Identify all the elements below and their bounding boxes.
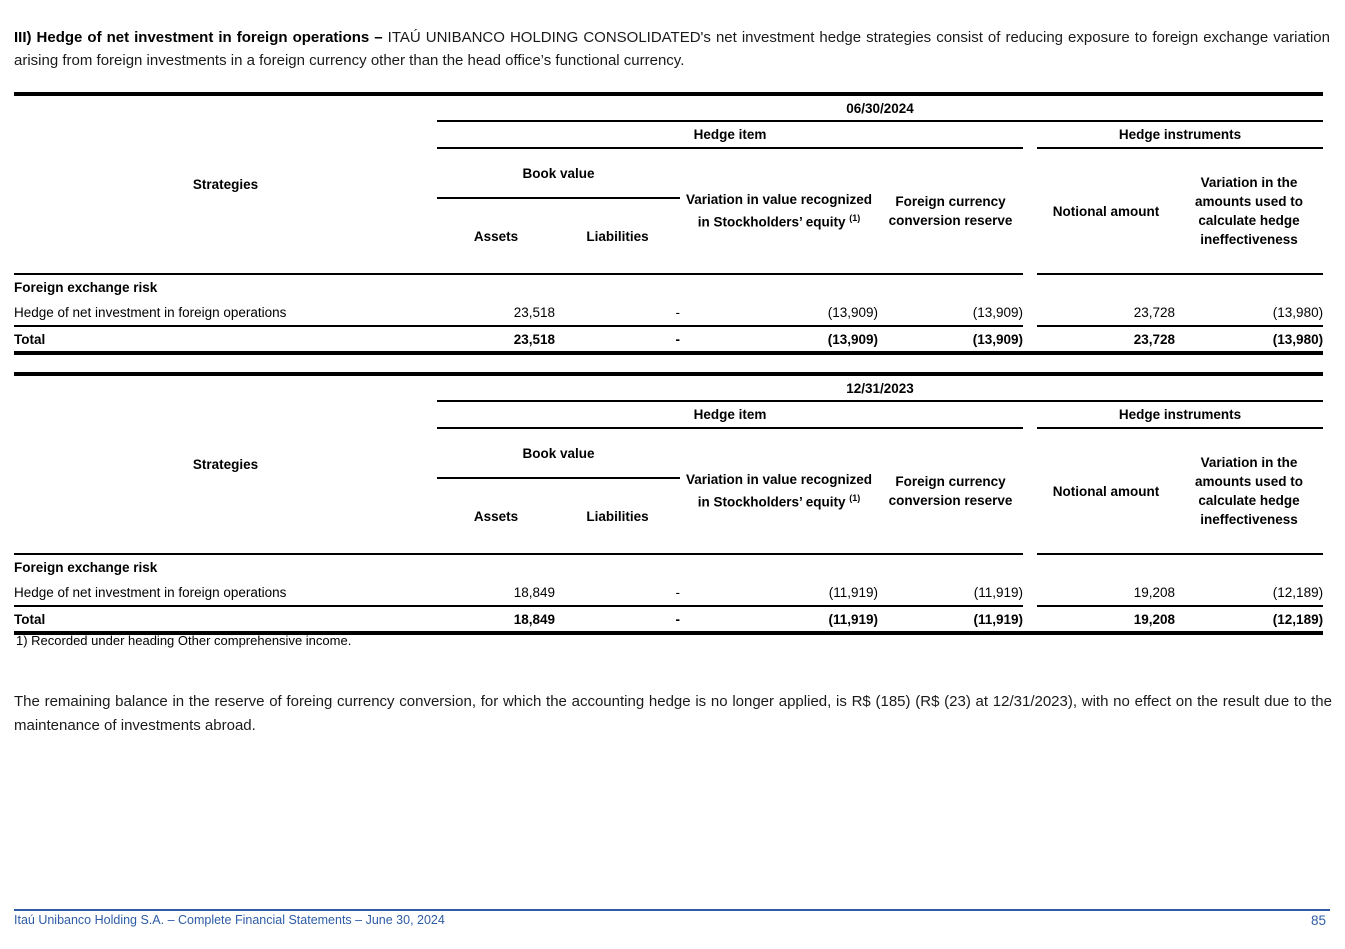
intro-heading: III) Hedge of net investment in foreign … [14, 29, 383, 46]
row-label: Hedge of net investment in foreign opera… [14, 585, 287, 600]
column-gap [1023, 300, 1037, 326]
cell-fc-reserve: (11,919) [973, 585, 1023, 600]
cell-notional: 23,728 [1133, 305, 1175, 320]
total-label: Total [14, 605, 437, 635]
column-header-assets: Assets [473, 508, 519, 524]
cell-assets: 18,849 [513, 585, 555, 600]
hedge-instruments-group-header: Hedge instruments [1037, 121, 1324, 149]
section-empty-cells [1037, 553, 1324, 580]
section-label: Foreign exchange risk [14, 273, 437, 300]
closing-paragraph: The remaining balance in the reserve of … [14, 693, 1332, 734]
total-label: Total [14, 325, 437, 355]
total-liabilities: - [555, 605, 680, 635]
footnote-ref-1: (1) [849, 493, 861, 504]
section-row: Foreign exchange risk [14, 273, 1324, 300]
table-row: Hedge of net investment in foreign opera… [14, 580, 1323, 606]
column-gap [1023, 274, 1037, 300]
column-header-variation-equity-text: Variation in value recognized in Stockho… [685, 192, 873, 230]
subcolumn-row: Assets Liabilities [14, 198, 1323, 274]
date-header: 12/31/2023 [437, 372, 1324, 402]
section-empty-cells [437, 553, 1023, 580]
table-row: Hedge of net investment in foreign opera… [14, 300, 1323, 326]
intro-text: ITAÚ UNIBANCO HOLDING CONSOLIDATED's net… [14, 29, 1330, 69]
strategies-header: Strategies [14, 372, 437, 554]
column-gap [1023, 428, 1037, 554]
group-header-row: Hedge item Hedge instruments [14, 121, 1324, 149]
column-gap [1023, 606, 1037, 635]
column-gap [1023, 148, 1037, 274]
cell-variation-equity: (11,919) [828, 585, 878, 600]
column-header-fc-reserve: Foreign currency conversion reserve [888, 474, 1013, 508]
hedge-table-2024: Strategies 06/30/2024 Hedge item Hedge i… [14, 92, 1324, 355]
column-gap [1023, 326, 1037, 355]
column-header-variation-equity: Variation in value recognized in Stockho… [680, 148, 878, 274]
date-row: Strategies 06/30/2024 [14, 92, 1324, 274]
intro-paragraph: III) Hedge of net investment in foreign … [14, 26, 1330, 72]
cell-variation-ineffectiveness: (12,189) [1272, 585, 1324, 600]
group-header-row: Hedge item Hedge instruments [14, 401, 1324, 429]
total-assets: 18,849 [437, 605, 555, 635]
book-value-row: Book value Variation in value recognized… [14, 428, 1323, 527]
strategies-header: Strategies [14, 92, 437, 274]
footnote-ref-1: (1) [849, 213, 861, 224]
hedge-table-2023: Strategies 12/31/2023 Hedge item Hedge i… [14, 372, 1324, 635]
cell-notional: 19,208 [1133, 585, 1175, 600]
total-variation-equity: (13,909) [680, 325, 878, 355]
book-value-header: Book value [437, 428, 680, 479]
column-header-liabilities: Liabilities [586, 508, 649, 524]
section-empty-cells [1037, 273, 1324, 300]
total-fc-reserve: (11,919) [878, 605, 1023, 635]
total-row: Total 23,518 - (13,909) (13,909) 23,728 … [14, 325, 1324, 355]
column-header-liabilities: Liabilities [586, 228, 649, 244]
cell-variation-ineffectiveness: (13,980) [1272, 305, 1324, 320]
column-gap [1023, 580, 1037, 606]
footer-title: Itaú Unibanco Holding S.A. – Complete Fi… [14, 913, 445, 927]
column-header-fc-reserve: Foreign currency conversion reserve [888, 194, 1013, 228]
date-header: 06/30/2024 [437, 92, 1324, 122]
cell-variation-equity: (13,909) [827, 305, 878, 320]
cell-fc-reserve: (13,909) [972, 305, 1023, 320]
column-header-variation-ineffectiveness: Variation in the amounts used to calcula… [1195, 455, 1304, 527]
column-header-variation-equity: Variation in value recognized in Stockho… [680, 428, 878, 554]
table-footnote: 1) Recorded under heading Other comprehe… [16, 633, 352, 648]
total-notional: 19,208 [1037, 605, 1175, 635]
total-fc-reserve: (13,909) [878, 325, 1023, 355]
column-header-assets: Assets [473, 228, 519, 244]
column-gap [1023, 121, 1037, 148]
total-liabilities: - [555, 325, 680, 355]
total-notional: 23,728 [1037, 325, 1175, 355]
row-label: Hedge of net investment in foreign opera… [14, 305, 287, 320]
column-gap [1023, 554, 1037, 580]
total-assets: 23,518 [437, 325, 555, 355]
hedge-instruments-group-header: Hedge instruments [1037, 401, 1324, 429]
total-variation-ineffectiveness: (12,189) [1175, 605, 1324, 635]
date-row: Strategies 12/31/2023 [14, 372, 1324, 554]
cell-liabilities: - [675, 305, 681, 320]
section-row: Foreign exchange risk [14, 553, 1324, 580]
column-gap [1023, 401, 1037, 428]
section-empty-cells [437, 273, 1023, 300]
subcolumn-row: Assets Liabilities [14, 478, 1323, 554]
hedge-item-group-header: Hedge item [437, 401, 1023, 429]
total-variation-ineffectiveness: (13,980) [1175, 325, 1324, 355]
total-row: Total 18,849 - (11,919) (11,919) 19,208 … [14, 605, 1324, 635]
column-header-variation-equity-text: Variation in value recognized in Stockho… [685, 472, 873, 510]
total-variation-equity: (11,919) [680, 605, 878, 635]
section-label: Foreign exchange risk [14, 553, 437, 580]
column-header-notional: Notional amount [1052, 483, 1160, 499]
book-value-header: Book value [437, 148, 680, 199]
column-header-variation-ineffectiveness: Variation in the amounts used to calcula… [1195, 175, 1304, 247]
page-number: 85 [1310, 913, 1326, 928]
hedge-item-group-header: Hedge item [437, 121, 1023, 149]
book-value-row: Book value Variation in value recognized… [14, 148, 1323, 247]
page-footer: Itaú Unibanco Holding S.A. – Complete Fi… [14, 909, 1330, 928]
column-header-notional: Notional amount [1052, 203, 1160, 219]
cell-liabilities: - [675, 585, 681, 600]
cell-assets: 23,518 [513, 305, 555, 320]
